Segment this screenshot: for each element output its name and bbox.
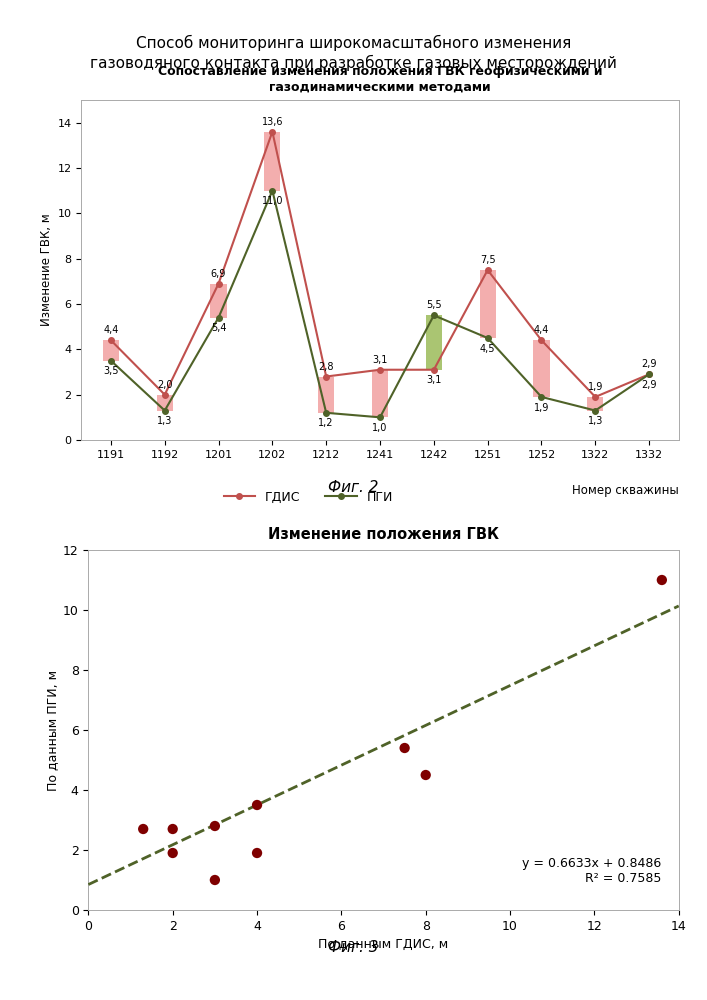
Text: 4,4: 4,4 <box>534 325 549 335</box>
X-axis label: По данным ГДИС, м: По данным ГДИС, м <box>318 938 449 951</box>
Text: газоводяного контакта при разработке газовых месторождений: газоводяного контакта при разработке газ… <box>90 55 617 71</box>
ПГИ <box>214 312 223 324</box>
Bar <box>264 132 281 191</box>
ПГИ <box>591 405 600 417</box>
Text: 6,9: 6,9 <box>211 269 226 279</box>
Text: 1,3: 1,3 <box>588 416 603 426</box>
Bar <box>318 377 334 413</box>
Point <box>399 740 410 756</box>
Text: y = 0.6633x + 0.8486
R² = 0.7585: y = 0.6633x + 0.8486 R² = 0.7585 <box>522 857 661 885</box>
Bar <box>479 270 496 338</box>
Bar <box>211 284 227 318</box>
ГДИС <box>322 371 330 383</box>
ГДИС <box>107 334 115 346</box>
Point <box>138 821 149 837</box>
Text: 4,4: 4,4 <box>103 325 119 335</box>
Text: 1,9: 1,9 <box>534 403 549 413</box>
Text: 5,4: 5,4 <box>211 323 226 333</box>
ГДИС <box>430 364 438 376</box>
Point <box>252 845 263 861</box>
Text: 11,0: 11,0 <box>262 196 283 206</box>
Text: 4,5: 4,5 <box>480 344 496 354</box>
ГДИС <box>537 334 546 346</box>
Y-axis label: Изменение ГВК, м: Изменение ГВК, м <box>40 214 53 326</box>
Text: 2,9: 2,9 <box>641 380 657 390</box>
ПГИ <box>537 391 546 403</box>
Text: Фиг. 3: Фиг. 3 <box>328 940 379 955</box>
ГДИС <box>645 368 653 380</box>
Point <box>167 821 178 837</box>
ПГИ <box>430 309 438 321</box>
Bar <box>157 395 173 411</box>
Bar <box>533 340 549 397</box>
Text: Способ мониторинга широкомасштабного изменения: Способ мониторинга широкомасштабного изм… <box>136 35 571 51</box>
Text: Номер скважины: Номер скважины <box>572 484 679 497</box>
Text: 3,1: 3,1 <box>373 355 387 365</box>
Point <box>209 818 221 834</box>
Y-axis label: По данным ПГИ, м: По данным ПГИ, м <box>46 669 59 791</box>
Line: ГДИС: ГДИС <box>108 129 652 400</box>
ПГИ <box>645 368 653 380</box>
ПГИ <box>160 405 169 417</box>
Text: 1,3: 1,3 <box>157 416 173 426</box>
ГДИС <box>268 126 276 138</box>
Text: 13,6: 13,6 <box>262 117 283 127</box>
Point <box>656 572 667 588</box>
Title: Изменение положения ГВК: Изменение положения ГВК <box>268 527 499 542</box>
Text: 1,9: 1,9 <box>588 382 603 392</box>
Line: ПГИ: ПГИ <box>108 188 652 420</box>
ПГИ <box>107 355 115 367</box>
Text: Фиг. 2: Фиг. 2 <box>328 480 379 495</box>
Text: 2,0: 2,0 <box>157 380 173 390</box>
Text: 3,5: 3,5 <box>103 366 119 376</box>
ПГИ <box>375 411 384 423</box>
ПГИ <box>268 185 276 197</box>
ПГИ <box>322 407 330 419</box>
Legend: ГДИС, ПГИ: ГДИС, ПГИ <box>218 486 398 509</box>
Text: 2,9: 2,9 <box>641 359 657 369</box>
Point <box>209 872 221 888</box>
Text: 5,5: 5,5 <box>426 300 442 310</box>
Text: 2,8: 2,8 <box>318 362 334 372</box>
Title: Сопоставление изменения положения ГВК геофизическими и
газодинамическими методам: Сопоставление изменения положения ГВК ге… <box>158 65 602 93</box>
ПГИ <box>484 332 492 344</box>
Text: 3,1: 3,1 <box>426 375 441 385</box>
Bar <box>426 315 442 370</box>
Point <box>167 845 178 861</box>
Text: 1,2: 1,2 <box>318 418 334 428</box>
ГДИС <box>484 264 492 276</box>
Bar <box>372 370 388 417</box>
Text: 1,0: 1,0 <box>373 423 387 433</box>
Bar <box>103 340 119 361</box>
ГДИС <box>160 389 169 401</box>
Point <box>420 767 431 783</box>
ГДИС <box>375 364 384 376</box>
Bar <box>588 397 603 411</box>
ГДИС <box>214 278 223 290</box>
ГДИС <box>591 391 600 403</box>
Text: 7,5: 7,5 <box>480 255 496 265</box>
Point <box>252 797 263 813</box>
